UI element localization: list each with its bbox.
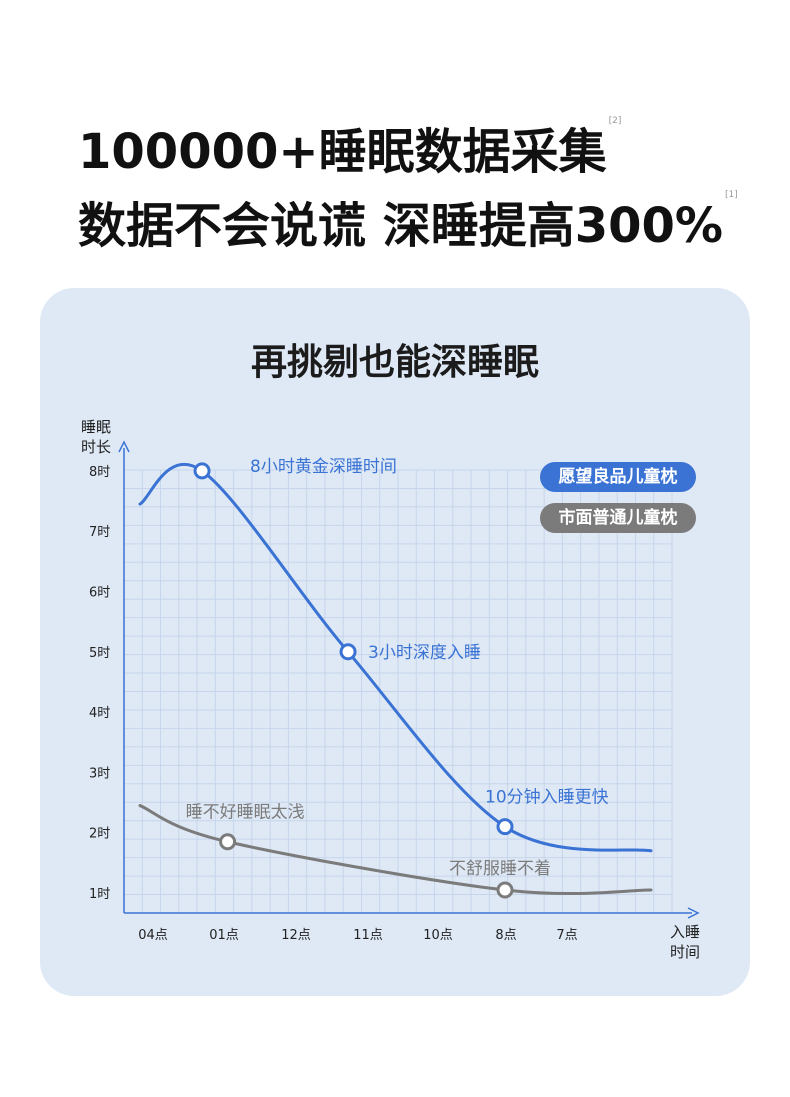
marker-blue [193, 462, 211, 480]
headline-line-2-note: [1] [725, 190, 738, 200]
card-title: 再挑剔也能深睡眠 [250, 342, 539, 383]
x-tick-label: 10点 [423, 928, 453, 943]
series-line-gray [138, 804, 653, 896]
headline-line-1-text: 100000+睡眠数据采集 [78, 124, 607, 180]
annotation-blue: 10分钟入睡更快 [485, 788, 609, 808]
y-tick-label: 5时 [89, 646, 110, 661]
headline-line-2-text: 数据不会说谎 深睡提高300% [78, 198, 724, 254]
x-tick-label: 8点 [495, 928, 516, 943]
headline-line-1: 100000+睡眠数据采集[2] [78, 112, 621, 182]
legend-item-gray: 市面普通儿童枕 [540, 503, 696, 533]
marker-blue [339, 643, 357, 661]
headline-line-2: 数据不会说谎 深睡提高300%[1] [78, 186, 738, 256]
y-axis-label: 时长 [81, 438, 111, 456]
x-axis-label: 时间 [670, 943, 700, 961]
x-axis-label: 入睡 [670, 923, 700, 941]
chart-card [40, 288, 750, 996]
x-tick-label: 12点 [281, 928, 311, 943]
y-tick-label: 8时 [89, 465, 110, 480]
y-tick-label: 7时 [89, 525, 110, 540]
annotation-blue: 3小时深度入睡 [368, 643, 481, 663]
marker-blue [496, 818, 514, 836]
x-tick-label: 01点 [209, 928, 239, 943]
annotation-gray: 睡不好睡眠太浅 [186, 803, 305, 823]
y-tick-label: 6时 [89, 586, 110, 601]
y-tick-label: 2时 [89, 827, 110, 842]
y-tick-label: 4时 [89, 706, 110, 721]
y-tick-label: 3时 [89, 766, 110, 781]
y-axis-arrow [118, 440, 130, 453]
x-axis-arrow [687, 907, 700, 919]
headline-line-1-note: [2] [608, 116, 622, 126]
legend-item-blue: 愿望良品儿童枕 [540, 462, 696, 492]
marker-gray [219, 833, 237, 851]
x-tick-label: 7点 [556, 928, 577, 943]
annotation-blue: 8小时黄金深睡时间 [250, 457, 397, 477]
annotation-gray: 不舒服睡不着 [449, 859, 551, 879]
y-axis-label: 睡眠 [81, 418, 111, 436]
x-tick-label: 04点 [138, 928, 168, 943]
y-tick-label: 1时 [89, 887, 110, 902]
x-tick-label: 11点 [353, 928, 383, 943]
marker-gray [496, 881, 514, 899]
